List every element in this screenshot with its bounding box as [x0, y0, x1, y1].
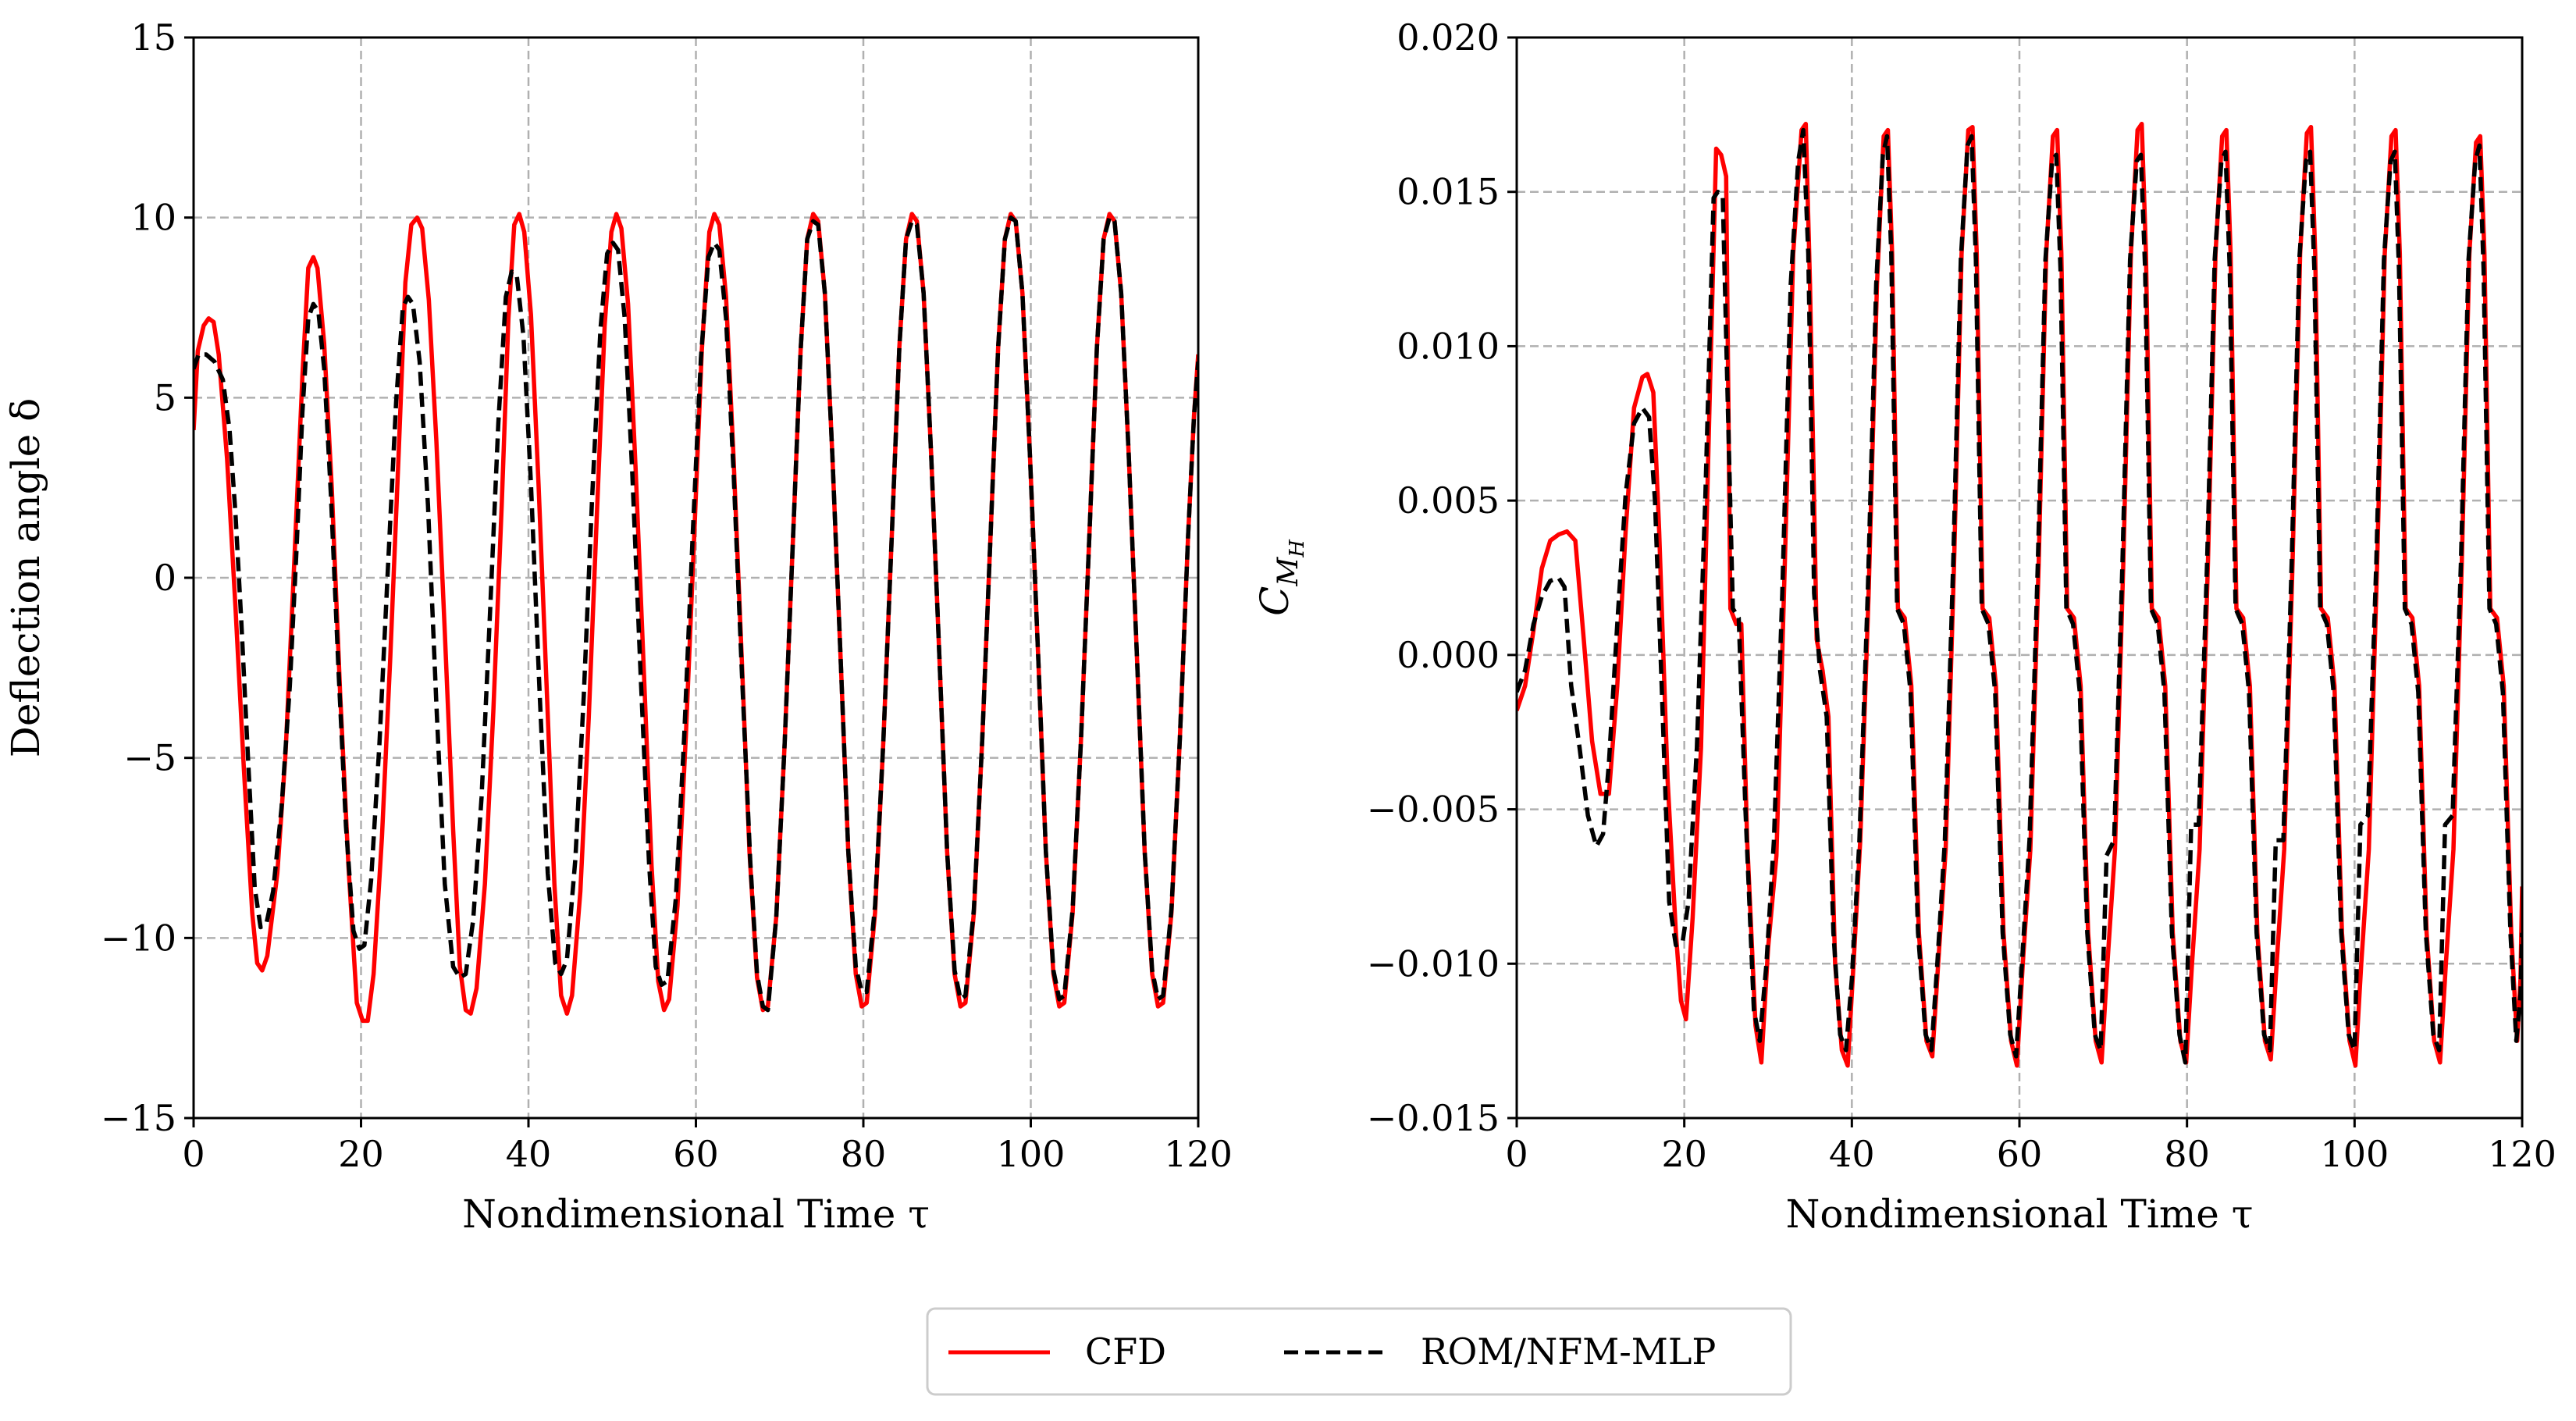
x-tick-label: 120: [1164, 1133, 1233, 1175]
legend: CFD ROM/NFM-MLP: [926, 1307, 1792, 1396]
series-group: [1517, 121, 2522, 1068]
x-tick-label: 40: [1829, 1133, 1875, 1175]
x-tick-label: 60: [673, 1133, 719, 1175]
y-tick-label: 0.005: [1397, 479, 1500, 522]
x-tick-label: 80: [841, 1133, 887, 1175]
y-axis-label: Deflection angle δ: [3, 398, 48, 758]
chart-panel-2: 0 20 40 60 80 100 120 −0.015 −0.010 −0.005 0.000 0.…: [1252, 16, 2556, 1237]
x-axis-label: Nondimensional Time τ: [462, 1191, 930, 1237]
y-tick-label: −0.005: [1367, 789, 1500, 831]
x-tick-label: 60: [1997, 1133, 2043, 1175]
y-tick-label: 15: [130, 16, 176, 59]
x-tick-label: 80: [2164, 1133, 2210, 1175]
chart-panel-1: 0 20 40 60 80 100 120 −15 −10 −5 0 5 10 15 Nondimensio…: [3, 16, 1233, 1237]
y-tick-label: 0.015: [1397, 171, 1500, 213]
y-tick-label: 10: [130, 197, 176, 239]
x-tick-label: 100: [2320, 1133, 2389, 1175]
x-tick-label: 20: [338, 1133, 384, 1175]
y-tick-label: 0.010: [1397, 325, 1500, 367]
series-line-rom-nfm-mlp: [194, 215, 1198, 1013]
x-tick-label: 0: [182, 1133, 205, 1175]
y-tick-label: −0.015: [1367, 1097, 1500, 1139]
x-axis-label: Nondimensional Time τ: [1786, 1191, 2254, 1237]
x-tick-label: 40: [506, 1133, 552, 1175]
y-tick-label: −0.010: [1367, 942, 1500, 985]
y-tick-label: −15: [101, 1097, 176, 1139]
y-tick-label: 0.020: [1397, 16, 1500, 59]
y-axis-label: CMH: [1252, 539, 1309, 616]
series-group: [194, 212, 1198, 1024]
y-tick-label: 5: [154, 376, 176, 418]
y-tick-label: 0.000: [1397, 634, 1500, 676]
y-tick-label: −10: [101, 917, 176, 959]
x-tick-label: 120: [2488, 1133, 2556, 1175]
legend-cfd-label: CFD: [1085, 1330, 1166, 1373]
y-tick-label: 0: [154, 557, 176, 599]
y-tick-label: −5: [123, 737, 176, 779]
x-tick-label: 20: [1661, 1133, 1707, 1175]
legend-rom-label: ROM/NFM-MLP: [1421, 1330, 1716, 1373]
x-tick-label: 0: [1505, 1133, 1528, 1175]
x-tick-label: 100: [997, 1133, 1066, 1175]
